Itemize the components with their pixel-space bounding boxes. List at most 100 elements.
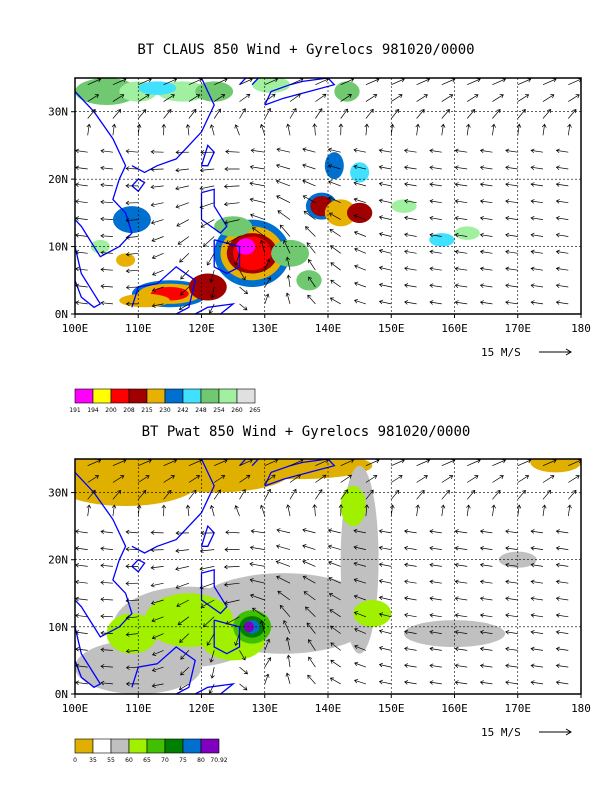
panel1-wind-vector-19 [100, 216, 113, 222]
panel1-wind-vector-87 [234, 253, 240, 266]
panel1-wind-vector-268 [555, 266, 569, 272]
panel2-wind-vector-24 [111, 504, 117, 517]
panel2-wind-vector-169 [378, 662, 392, 668]
panel1-wind-vector-266 [555, 300, 569, 305]
panel1-wind-vector-138 [315, 93, 327, 102]
panel1-shade-28 [454, 226, 480, 240]
panel2-wind-vector-176 [378, 545, 392, 551]
panel2-title: BT Pwat 850 Wind + Gyrelocs 981020/0000 [141, 424, 471, 440]
panel2-wind-vector-133 [302, 560, 316, 567]
panel1-x-tick-label: 170E [505, 322, 532, 335]
panel1-colorbar-swatch [128, 388, 148, 404]
panel2-x-tick-label: 110E [125, 702, 152, 715]
panel1-wind-vector-258 [530, 199, 544, 204]
panel1-wind-vector-148 [327, 164, 341, 170]
panel1-wind-vector-173 [378, 215, 392, 220]
panel2-wind-vector-161 [353, 561, 366, 567]
panel2-wind-vector-228 [479, 613, 493, 618]
panel1-colorbar-swatch [110, 388, 130, 404]
panel1-wind-vector-186 [404, 232, 417, 238]
panel1-wind-vector-38 [136, 123, 142, 136]
panel1-wind-vector-39 [138, 109, 147, 119]
panel1-colorbar-label: 208 [123, 407, 135, 414]
panel1-wind-vector-164 [364, 123, 370, 136]
panel1-wind-vector-144 [329, 228, 341, 237]
panel2-wind-vector-252 [530, 680, 544, 685]
panel1-wind-vector-251 [517, 78, 532, 86]
panel1-wind-vector-150 [338, 123, 344, 136]
panel1-wind-vector-241 [505, 249, 518, 255]
panel1-wind-vector-216 [454, 199, 468, 204]
panel1-wind-vector-129 [306, 242, 316, 254]
panel1-wind-vector-76 [199, 202, 215, 209]
panel1-wind-vector-265 [542, 78, 557, 86]
panel1-wind-vector-246 [505, 165, 518, 170]
panel2-colorbar-swatch [146, 738, 166, 754]
panel1-wind-vector-223 [467, 78, 481, 86]
panel2-wind-vector-205 [429, 529, 442, 534]
panel1-wind-vector-14 [100, 300, 113, 306]
panel2-colorbar-label: 75 [179, 757, 187, 764]
panel1-wind-vector-116 [279, 224, 291, 237]
panel1-shade-19 [324, 199, 357, 227]
panel1-wind-vector-9 [75, 148, 88, 154]
panel2-wind-vector-93 [225, 530, 240, 535]
panel2-wind-vector-154 [354, 678, 367, 685]
panel1-wind-vector-112 [285, 292, 291, 304]
panel2-wind-vector-230 [479, 579, 493, 585]
panel2-wind-vector-90 [223, 582, 240, 587]
panel1-wind-vector-159 [353, 214, 367, 220]
panel1-wind-vector-66 [185, 123, 191, 136]
panel2-wind-vector-235 [492, 489, 501, 500]
panel1-wind-vector-64 [175, 167, 189, 173]
panel1-wind-vector-25 [112, 109, 122, 119]
panel1-scale-arrow [539, 348, 572, 356]
panel2-wind-vector-164 [364, 504, 370, 517]
panel2-wind-vector-200 [429, 613, 442, 618]
panel2-wind-vector-15 [100, 664, 113, 669]
panel2-wind-vector-264 [542, 475, 555, 483]
panel2-wind-vector-142 [330, 642, 341, 651]
panel2-wind-vector-201 [429, 596, 442, 601]
panel1-wind-vector-179 [391, 108, 400, 119]
panel1-wind-vector-161 [353, 181, 366, 187]
panel1-wind-vector-279 [568, 78, 581, 86]
panel1-wind-vector-92 [224, 166, 240, 172]
panel1-wind-vector-121 [276, 147, 291, 153]
panel1-wind-vector-231 [479, 182, 493, 187]
panel2-wind-vector-31 [125, 632, 139, 637]
panel2-wind-vector-53 [163, 489, 172, 500]
panel1-wind-vector-221 [466, 109, 476, 119]
panel1-wind-vector-239 [505, 283, 518, 288]
panel1-wind-vector-80 [209, 124, 215, 136]
panel1-wind-vector-120 [275, 163, 291, 170]
panel2-wind-vector-48 [150, 582, 164, 588]
panel1-wind-vector-65 [175, 150, 189, 155]
panel2-shade-2 [220, 459, 373, 480]
panel1-wind-vector-185 [404, 249, 417, 254]
panel2-wind-vector-240 [505, 646, 518, 652]
panel1-wind-vector-242 [505, 232, 518, 238]
panel2-colorbar-label: 70 [161, 757, 169, 764]
panel1-wind-vector-163 [353, 148, 366, 153]
panel1-wind-vector-224 [479, 300, 493, 305]
panel2-wind-vector-63 [175, 566, 189, 571]
panel2-wind-vector-124 [289, 474, 301, 483]
panel1-wind-vector-234 [491, 123, 496, 136]
panel2-wind-vector-159 [353, 594, 367, 601]
panel1-wind-vector-82 [214, 94, 226, 102]
panel2-wind-vector-143 [329, 625, 341, 634]
panel1-wind-vector-219 [454, 148, 468, 154]
panel2-wind-vector-244 [505, 579, 518, 585]
panel1-wind-vector-78 [199, 167, 215, 173]
panel2-colorbar-label: 80 [197, 757, 205, 764]
panel1-shade-24 [116, 253, 136, 267]
panel1-wind-vector-244 [505, 199, 518, 204]
panel2-wind-vector-245 [505, 562, 518, 568]
panel2-wind-vector-123 [289, 488, 297, 500]
panel2-wind-vector-34 [125, 581, 139, 586]
panel1-wind-vector-60 [177, 236, 190, 245]
panel1-wind-vector-193 [416, 109, 425, 119]
panel2-shade-13 [106, 613, 158, 654]
